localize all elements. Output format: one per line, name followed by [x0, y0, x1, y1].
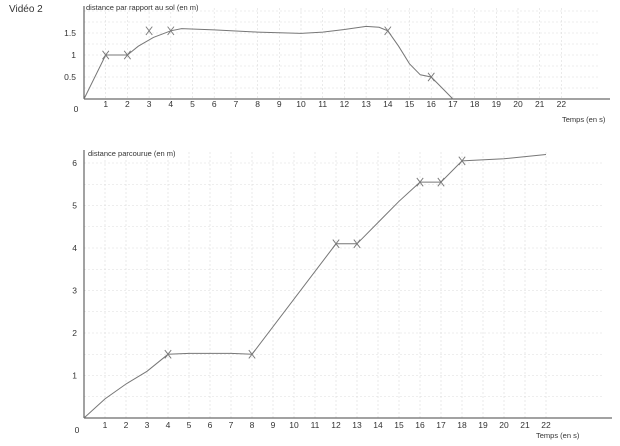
data-point-marker [248, 349, 256, 359]
x-tick-label: 20 [513, 99, 523, 109]
x-tick-label: 5 [187, 420, 192, 430]
data-point-marker [416, 177, 424, 187]
x-axis-label: Temps (en s) [562, 115, 606, 124]
series-line [83, 154, 547, 419]
x-tick-label: 12 [340, 99, 350, 109]
x-tick-label: 19 [478, 420, 488, 430]
x-tick-label: 9 [271, 420, 276, 430]
x-tick-label: 16 [415, 420, 425, 430]
x-tick-label: 21 [520, 420, 530, 430]
x-tick-label: 3 [147, 99, 152, 109]
y-axis-label: distance parcourue (en m) [88, 149, 176, 158]
y-tick-label: 1 [71, 50, 76, 60]
x-tick-label: 3 [145, 420, 150, 430]
x-tick-label: 22 [541, 420, 551, 430]
marker-stroke [102, 50, 110, 60]
x-tick-label: 14 [373, 420, 383, 430]
y-tick-label: 1 [72, 371, 77, 381]
x-tick-label: 1 [103, 99, 108, 109]
y-tick-label: 4 [72, 243, 77, 253]
chart-1: 0 1 2 3 4 5 6 7 8 9 10 11 12 13 14 15 16 17 18 19 20 21 220.51… [64, 3, 610, 124]
x-tick-label: 1 [103, 420, 108, 430]
x-tick-label: 4 [168, 99, 173, 109]
x-tick-label: 6 [212, 99, 217, 109]
marker-stroke [427, 72, 435, 82]
x-tick-label: 15 [405, 99, 415, 109]
data-point-marker [167, 26, 175, 36]
marker-stroke [123, 50, 131, 60]
x-tick-label: 13 [352, 420, 362, 430]
marker-stroke [167, 26, 175, 36]
x-tick-label: 0 [75, 425, 80, 435]
data-point-marker [458, 156, 466, 166]
x-tick-label: 17 [448, 99, 458, 109]
marker-stroke [416, 177, 424, 187]
y-tick-label: 0.5 [64, 72, 76, 82]
data-point-marker [353, 239, 361, 249]
x-tick-label: 13 [361, 99, 371, 109]
y-tick-label: 5 [72, 201, 77, 211]
data-point-marker [164, 349, 172, 359]
data-point-marker [332, 239, 340, 249]
x-axis-label: Temps (en s) [536, 431, 580, 440]
marker-stroke [332, 239, 340, 249]
y-tick-label: 1.5 [64, 28, 76, 38]
y-tick-label: 3 [72, 286, 77, 296]
data-point-marker [427, 72, 435, 82]
x-tick-label: 10 [296, 99, 306, 109]
x-tick-label: 19 [492, 99, 502, 109]
x-tick-label: 9 [277, 99, 282, 109]
grid [84, 152, 602, 418]
x-tick-label: 2 [125, 99, 130, 109]
y-axis-label: distance par rapport au sol (en m) [86, 3, 199, 12]
x-tick-label: 20 [499, 420, 509, 430]
data-point-marker [123, 50, 131, 60]
marker-stroke [437, 177, 445, 187]
x-tick-label: 21 [535, 99, 545, 109]
x-tick-label: 15 [394, 420, 404, 430]
x-tick-label: 10 [289, 420, 299, 430]
x-tick-label: 7 [229, 420, 234, 430]
page-title: Vidéo 2 [9, 4, 43, 15]
y-tick-label: 2 [72, 328, 77, 338]
x-tick-label: 0 [74, 104, 79, 114]
x-tick-label: 14 [383, 99, 393, 109]
x-tick-label: 18 [470, 99, 480, 109]
series-line [83, 25, 454, 100]
marker-stroke [353, 239, 361, 249]
data-point-marker [145, 26, 153, 36]
x-tick-label: 17 [436, 420, 446, 430]
chart-2: 0 1 2 3 4 5 6 7 8 9 10 11 12 13 14 15 16 17 18 19 20 21 221234… [72, 149, 612, 440]
marker-stroke [145, 26, 153, 36]
x-tick-label: 22 [557, 99, 567, 109]
x-tick-label: 12 [331, 420, 341, 430]
marker-stroke [164, 349, 172, 359]
data-point-marker [384, 26, 392, 36]
marker-stroke [458, 156, 466, 166]
x-tick-label: 8 [250, 420, 255, 430]
x-tick-label: 5 [190, 99, 195, 109]
x-tick-label: 7 [234, 99, 239, 109]
x-tick-label: 2 [124, 420, 129, 430]
marker-stroke [248, 349, 256, 359]
data-point-marker [102, 50, 110, 60]
y-tick-label: 6 [72, 158, 77, 168]
x-tick-label: 18 [457, 420, 467, 430]
x-tick-label: 8 [255, 99, 260, 109]
data-point-marker [437, 177, 445, 187]
marker-stroke [384, 26, 392, 36]
x-tick-label: 4 [166, 420, 171, 430]
x-tick-label: 16 [426, 99, 436, 109]
x-tick-label: 11 [318, 99, 327, 109]
x-tick-label: 11 [311, 420, 320, 430]
x-tick-label: 6 [208, 420, 213, 430]
grid [84, 8, 600, 99]
